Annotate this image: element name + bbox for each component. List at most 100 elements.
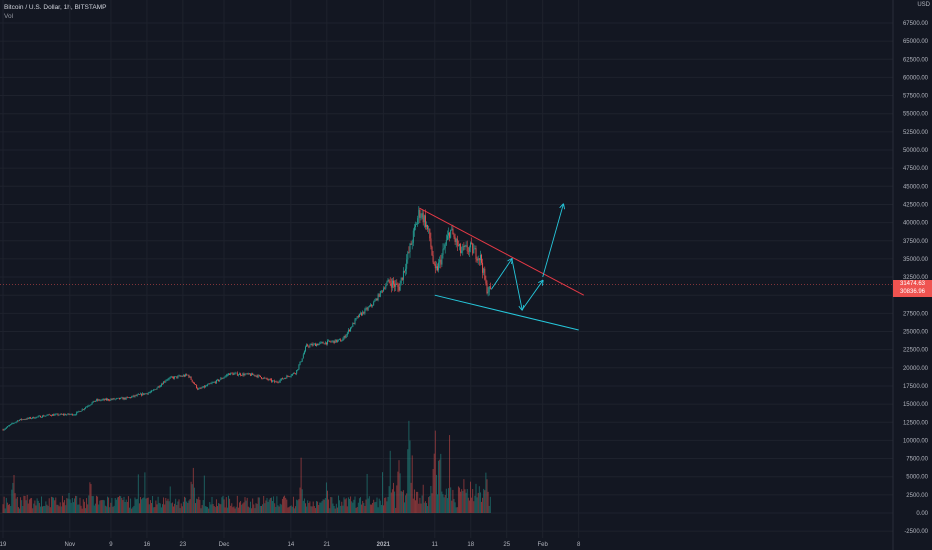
volume-bar [102,499,104,513]
volume-bar [206,506,207,513]
candle-body [52,414,53,416]
volume-bar [157,496,159,513]
candle-body [108,399,110,401]
price-tick-label: 52500.00 [903,130,929,136]
volume-bar [372,502,374,513]
volume-bar [352,502,354,513]
candle-body [243,373,245,376]
volume-bar [232,507,234,513]
volume-bar [170,503,172,513]
candle-body [86,406,88,408]
volume-bar [290,505,292,513]
volume-bar [74,498,75,513]
volume-bar [15,498,17,513]
volume-bar [401,491,403,513]
volume-bar [148,504,150,513]
volume-bar [283,496,284,513]
projection-arrow[interactable] [542,204,564,278]
candle-body [246,373,248,375]
candle-body [204,385,206,388]
candle-body [362,311,364,316]
volume-bar [444,494,446,513]
volume-bar [48,498,50,513]
volume-bar [261,505,262,513]
candle-body [367,307,369,310]
candle-body [50,415,52,417]
candle-body [410,243,412,245]
volume-bar [331,497,333,513]
volume-bar [422,484,424,513]
candle-body [464,245,466,247]
support-trendline[interactable] [434,294,579,331]
candle-body [100,400,102,401]
volume-bar [32,508,34,513]
candle-body [345,335,347,338]
candle-body [374,300,376,303]
volume-bar [410,482,412,513]
projection-arrow[interactable] [511,258,522,310]
volume-bar [339,500,341,513]
candle-body [68,413,70,415]
candle-body [261,377,262,379]
candle-body [61,414,63,415]
candle-body [256,375,258,378]
candle-body [88,405,90,407]
candle-body [466,245,468,251]
candle-body [398,286,400,291]
projection-arrow[interactable] [490,259,512,290]
volume-bar [310,506,312,513]
candle-body [129,397,130,398]
candle-body [82,409,84,410]
candle-body [255,375,257,377]
volume-bar [101,500,103,513]
volume-bar [100,500,102,513]
candle-body [479,254,481,261]
volume-bar [91,496,93,513]
volume-bar [110,502,112,513]
candle-body [295,373,297,375]
candle-body [483,268,485,273]
candle-body [276,381,278,383]
candle-body [109,400,111,401]
volume-bar [273,496,275,513]
candle-body [423,215,425,223]
candle-body [462,246,464,251]
volume-bar [466,488,468,513]
volume-bar [277,505,279,513]
candle-body [89,405,91,406]
volume-bar [306,506,308,513]
volume-bar [357,502,359,513]
volume-bar [57,504,59,513]
volume-label[interactable]: Vol [4,13,14,20]
volume-bar [453,498,455,513]
price-tick-label: 65000.00 [903,39,929,45]
candle-body [356,316,358,319]
projection-arrow[interactable] [521,281,543,310]
volume-bar [77,504,79,513]
volume-bar [343,497,345,513]
candle-body [247,373,249,375]
volume-bar [257,497,259,513]
volume-bar [59,502,61,513]
candle-body [19,419,20,421]
volume-bar [34,500,36,513]
volume-bar [450,487,452,513]
volume-bar [207,506,209,513]
symbol-title[interactable]: Bitcoin / U.S. Dollar, 1h, BITSTAMP [4,4,107,11]
candle-body [41,417,42,418]
candle-body [303,351,305,355]
price-tick-label: 15000.00 [903,402,929,408]
volume-bar [267,501,269,513]
candle-body [113,398,115,400]
candle-body [319,342,321,344]
candle-body [138,394,140,395]
candle-body [445,239,447,245]
price-tick-label: 32500.00 [903,275,929,281]
candle-body [5,427,7,429]
resistance-trendline[interactable] [419,207,585,296]
candle-body [297,369,299,371]
volume-bar [440,453,442,513]
volume-bar [412,498,414,513]
volume-bar [93,505,95,513]
